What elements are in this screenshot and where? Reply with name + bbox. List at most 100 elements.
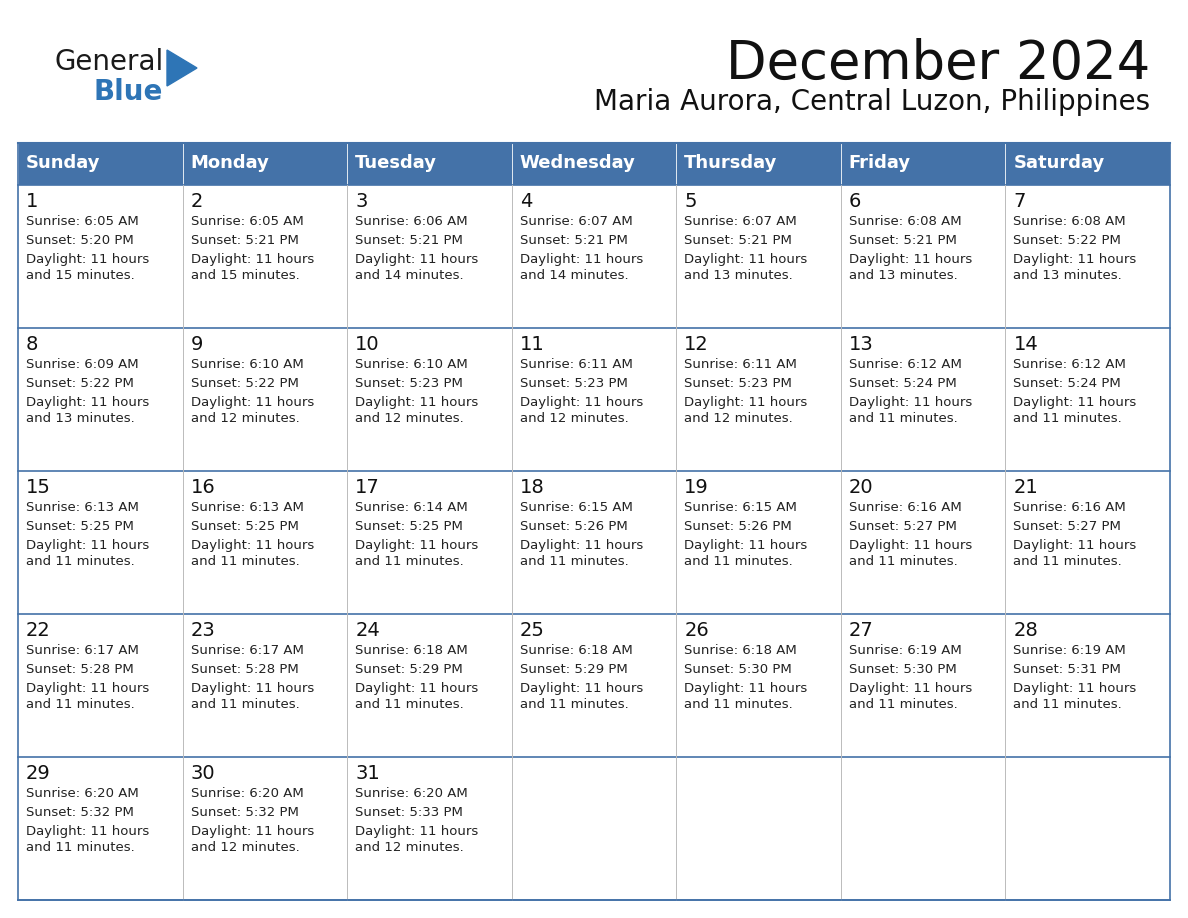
Text: Daylight: 11 hours: Daylight: 11 hours [190,539,314,552]
Text: Sunset: 5:29 PM: Sunset: 5:29 PM [519,663,627,676]
Text: Sunset: 5:30 PM: Sunset: 5:30 PM [684,663,792,676]
Text: Sunrise: 6:10 AM: Sunrise: 6:10 AM [355,358,468,371]
Text: Tuesday: Tuesday [355,154,437,172]
Bar [18,185,183,328]
Text: Daylight: 11 hours: Daylight: 11 hours [355,539,479,552]
Text: Sunrise: 6:12 AM: Sunrise: 6:12 AM [1013,358,1126,371]
Text: 7: 7 [1013,192,1025,211]
Text: Friday: Friday [849,154,911,172]
Text: Daylight: 11 hours: Daylight: 11 hours [1013,396,1137,409]
Text: Sunset: 5:22 PM: Sunset: 5:22 PM [190,377,298,390]
Text: 14: 14 [1013,335,1038,354]
Text: Daylight: 11 hours: Daylight: 11 hours [519,253,643,266]
Text: Sunset: 5:26 PM: Sunset: 5:26 PM [684,520,792,533]
Text: Daylight: 11 hours: Daylight: 11 hours [26,682,150,695]
Text: Sunset: 5:24 PM: Sunset: 5:24 PM [1013,377,1121,390]
Text: 10: 10 [355,335,380,354]
Text: Sunrise: 6:19 AM: Sunrise: 6:19 AM [849,644,961,657]
Text: Sunrise: 6:08 AM: Sunrise: 6:08 AM [1013,215,1126,228]
Text: Daylight: 11 hours: Daylight: 11 hours [190,396,314,409]
Text: and 11 minutes.: and 11 minutes. [26,698,134,711]
Text: Daylight: 11 hours: Daylight: 11 hours [355,825,479,838]
Text: 20: 20 [849,478,873,497]
Text: and 14 minutes.: and 14 minutes. [519,269,628,282]
Text: Daylight: 11 hours: Daylight: 11 hours [190,825,314,838]
Text: Sunrise: 6:14 AM: Sunrise: 6:14 AM [355,501,468,514]
Text: 15: 15 [26,478,51,497]
Text: Daylight: 11 hours: Daylight: 11 hours [1013,539,1137,552]
Text: Daylight: 11 hours: Daylight: 11 hours [1013,253,1137,266]
Text: and 11 minutes.: and 11 minutes. [519,555,628,568]
Text: Sunrise: 6:05 AM: Sunrise: 6:05 AM [26,215,139,228]
Bar [18,143,183,185]
Text: Sunset: 5:33 PM: Sunset: 5:33 PM [355,806,463,819]
Text: Monday: Monday [190,154,270,172]
Text: Maria Aurora, Central Luzon, Philippines: Maria Aurora, Central Luzon, Philippines [594,88,1150,116]
Text: Sunrise: 6:16 AM: Sunrise: 6:16 AM [1013,501,1126,514]
Bar [512,471,676,614]
Text: 11: 11 [519,335,544,354]
Bar [183,143,347,185]
Bar [1005,185,1170,328]
Text: 19: 19 [684,478,709,497]
Text: Sunset: 5:27 PM: Sunset: 5:27 PM [849,520,956,533]
Text: Sunset: 5:21 PM: Sunset: 5:21 PM [190,234,298,247]
Text: Sunset: 5:22 PM: Sunset: 5:22 PM [1013,234,1121,247]
Bar [841,328,1005,471]
Text: and 11 minutes.: and 11 minutes. [849,412,958,425]
Text: and 13 minutes.: and 13 minutes. [1013,269,1123,282]
Text: and 11 minutes.: and 11 minutes. [1013,412,1123,425]
Text: Sunrise: 6:09 AM: Sunrise: 6:09 AM [26,358,139,371]
Bar [1005,143,1170,185]
Text: Sunset: 5:27 PM: Sunset: 5:27 PM [1013,520,1121,533]
Text: Sunrise: 6:06 AM: Sunrise: 6:06 AM [355,215,468,228]
Text: Daylight: 11 hours: Daylight: 11 hours [849,253,972,266]
Text: 8: 8 [26,335,38,354]
Text: and 12 minutes.: and 12 minutes. [190,841,299,854]
Text: Sunset: 5:28 PM: Sunset: 5:28 PM [26,663,134,676]
Text: and 11 minutes.: and 11 minutes. [355,698,463,711]
Text: and 15 minutes.: and 15 minutes. [26,269,134,282]
Text: 27: 27 [849,621,873,640]
Bar [841,614,1005,757]
Text: Daylight: 11 hours: Daylight: 11 hours [190,253,314,266]
Text: Sunrise: 6:13 AM: Sunrise: 6:13 AM [26,501,139,514]
Text: Sunset: 5:21 PM: Sunset: 5:21 PM [684,234,792,247]
Text: Daylight: 11 hours: Daylight: 11 hours [684,396,808,409]
Text: Wednesday: Wednesday [519,154,636,172]
Bar [1005,328,1170,471]
Text: Daylight: 11 hours: Daylight: 11 hours [519,539,643,552]
Text: 26: 26 [684,621,709,640]
Text: Sunset: 5:23 PM: Sunset: 5:23 PM [684,377,792,390]
Text: 2: 2 [190,192,203,211]
Text: Sunset: 5:32 PM: Sunset: 5:32 PM [190,806,298,819]
Bar [347,757,512,900]
Text: Sunrise: 6:20 AM: Sunrise: 6:20 AM [355,787,468,800]
Text: Sunset: 5:29 PM: Sunset: 5:29 PM [355,663,463,676]
Text: Sunset: 5:25 PM: Sunset: 5:25 PM [355,520,463,533]
Bar [1005,757,1170,900]
Bar [18,614,183,757]
Text: Sunrise: 6:18 AM: Sunrise: 6:18 AM [519,644,632,657]
Text: Daylight: 11 hours: Daylight: 11 hours [684,682,808,695]
Text: Sunday: Sunday [26,154,101,172]
Text: Sunrise: 6:18 AM: Sunrise: 6:18 AM [355,644,468,657]
Text: Daylight: 11 hours: Daylight: 11 hours [684,253,808,266]
Text: 25: 25 [519,621,544,640]
Text: Sunset: 5:21 PM: Sunset: 5:21 PM [849,234,956,247]
Bar [183,185,347,328]
Text: and 11 minutes.: and 11 minutes. [26,841,134,854]
Text: and 11 minutes.: and 11 minutes. [849,698,958,711]
Bar [183,757,347,900]
Text: Sunrise: 6:17 AM: Sunrise: 6:17 AM [26,644,139,657]
Text: Daylight: 11 hours: Daylight: 11 hours [355,396,479,409]
Text: Sunrise: 6:20 AM: Sunrise: 6:20 AM [190,787,303,800]
Bar [512,757,676,900]
Text: Sunrise: 6:05 AM: Sunrise: 6:05 AM [190,215,303,228]
Text: 24: 24 [355,621,380,640]
Text: 1: 1 [26,192,38,211]
Bar [676,328,841,471]
Bar [18,757,183,900]
Text: 22: 22 [26,621,51,640]
Text: Sunrise: 6:19 AM: Sunrise: 6:19 AM [1013,644,1126,657]
